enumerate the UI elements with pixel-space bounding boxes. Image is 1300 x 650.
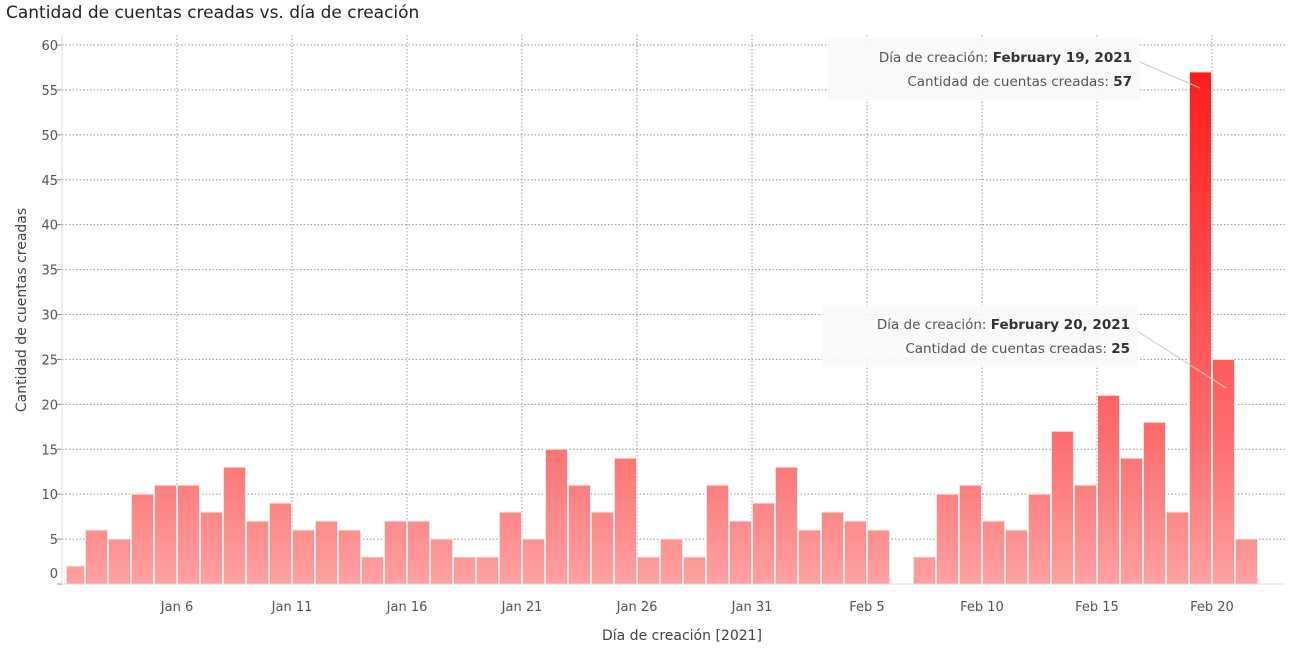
y-axis-title: Cantidad de cuentas creadas	[14, 208, 30, 412]
bar[interactable]	[85, 529, 108, 585]
bar[interactable]	[361, 556, 384, 585]
bar[interactable]	[591, 511, 614, 585]
x-tick-label: Jan 31	[731, 600, 773, 615]
bar[interactable]	[706, 484, 729, 585]
bar[interactable]	[384, 520, 407, 585]
bar[interactable]	[1074, 484, 1097, 585]
bar[interactable]	[315, 520, 338, 585]
bar[interactable]	[522, 538, 545, 585]
bar[interactable]	[1051, 430, 1074, 585]
bar[interactable]	[867, 529, 890, 585]
bar[interactable]	[292, 529, 315, 585]
x-tick-label: Jan 11	[271, 600, 313, 615]
bar[interactable]	[959, 484, 982, 585]
annotation-text: Cantidad de cuentas creadas: 25	[905, 341, 1130, 357]
y-tick-label: 10	[41, 488, 58, 503]
bar[interactable]	[936, 493, 959, 585]
x-tick-label: Jan 21	[501, 600, 543, 615]
chart-title: Cantidad de cuentas creadas vs. día de c…	[6, 3, 420, 23]
bar[interactable]	[1028, 493, 1051, 585]
y-tick-label: 40	[41, 219, 58, 234]
tooltip-annotation: Día de creación: February 20, 2021 Cantid…	[822, 305, 1227, 389]
bar[interactable]	[1235, 538, 1258, 585]
y-tick-label: 55	[41, 84, 58, 99]
bar[interactable]	[1120, 457, 1143, 585]
y-tick-label: 60	[41, 39, 58, 54]
bar[interactable]	[154, 484, 177, 585]
bar[interactable]	[499, 511, 522, 585]
annotation-leader-line	[1136, 330, 1227, 389]
bar[interactable]	[177, 484, 200, 585]
x-tick-label: Feb 10	[960, 600, 1004, 615]
annotation-text: Día de creación: February 20, 2021	[877, 317, 1130, 333]
bar[interactable]	[614, 457, 637, 585]
bar[interactable]	[798, 529, 821, 585]
x-tick-label: Feb 20	[1190, 600, 1234, 615]
bar[interactable]	[729, 520, 752, 585]
y-tick-label: 35	[41, 264, 58, 279]
bar[interactable]	[1005, 529, 1028, 585]
y-tick-label: 15	[41, 443, 58, 458]
bar[interactable]	[637, 556, 660, 585]
annotation-label: Día de creación:	[877, 317, 991, 333]
annotation-label: Cantidad de cuentas creadas:	[907, 74, 1113, 90]
x-axis-title: Día de creación [2021]	[602, 628, 762, 644]
x-tick-label: Jan 6	[160, 600, 193, 615]
bar[interactable]	[545, 448, 568, 585]
y-tick-label: 25	[41, 353, 58, 368]
bar[interactable]	[1212, 358, 1235, 585]
y-tick-label: 0	[50, 567, 58, 582]
bar[interactable]	[1143, 421, 1166, 585]
bar[interactable]	[775, 466, 798, 585]
bar[interactable]	[982, 520, 1005, 585]
y-tick-label: 50	[41, 129, 58, 144]
annotation-box	[822, 305, 1138, 367]
annotation-label: Cantidad de cuentas creadas:	[905, 341, 1111, 357]
annotation-value: 57	[1113, 74, 1132, 90]
bar[interactable]	[913, 556, 936, 585]
bar[interactable]	[568, 484, 591, 585]
bar[interactable]	[660, 538, 683, 585]
bar[interactable]	[1166, 511, 1189, 585]
annotation-value: February 20, 2021	[991, 317, 1130, 333]
bar[interactable]	[1189, 71, 1212, 585]
y-tick-label: 5	[50, 533, 58, 548]
bar[interactable]	[223, 466, 246, 585]
bar[interactable]	[246, 520, 269, 585]
annotation-text: Día de creación: February 19, 2021	[879, 50, 1132, 66]
bar[interactable]	[752, 502, 775, 585]
bar[interactable]	[1097, 394, 1120, 585]
annotation-box	[828, 38, 1140, 100]
x-tick-label: Jan 26	[616, 600, 658, 615]
tooltip-annotation: Día de creación: February 19, 2021 Cantid…	[828, 38, 1201, 100]
annotation-value: 25	[1111, 341, 1130, 357]
annotation-text: Cantidad de cuentas creadas: 57	[907, 74, 1132, 90]
x-tick-label: Jan 16	[386, 600, 428, 615]
bar[interactable]	[269, 502, 292, 585]
bar[interactable]	[66, 565, 85, 585]
bar[interactable]	[821, 511, 844, 585]
y-tick-label: 20	[41, 398, 58, 413]
annotation-value: February 19, 2021	[993, 50, 1132, 66]
y-tick-label: 45	[41, 174, 58, 189]
bar[interactable]	[430, 538, 453, 585]
bar[interactable]	[453, 556, 476, 585]
annotation-leader-line	[1139, 61, 1201, 89]
y-tick-label: 30	[41, 309, 58, 324]
bar[interactable]	[844, 520, 867, 585]
bar[interactable]	[338, 529, 361, 585]
x-tick-label: Feb 15	[1075, 600, 1119, 615]
x-tick-label: Feb 5	[849, 600, 884, 615]
bar[interactable]	[407, 520, 430, 585]
annotation-label: Día de creación:	[879, 50, 993, 66]
bar[interactable]	[476, 556, 499, 585]
bar[interactable]	[200, 511, 223, 585]
bar[interactable]	[683, 556, 706, 585]
bar[interactable]	[108, 538, 131, 585]
bar[interactable]	[131, 493, 154, 585]
